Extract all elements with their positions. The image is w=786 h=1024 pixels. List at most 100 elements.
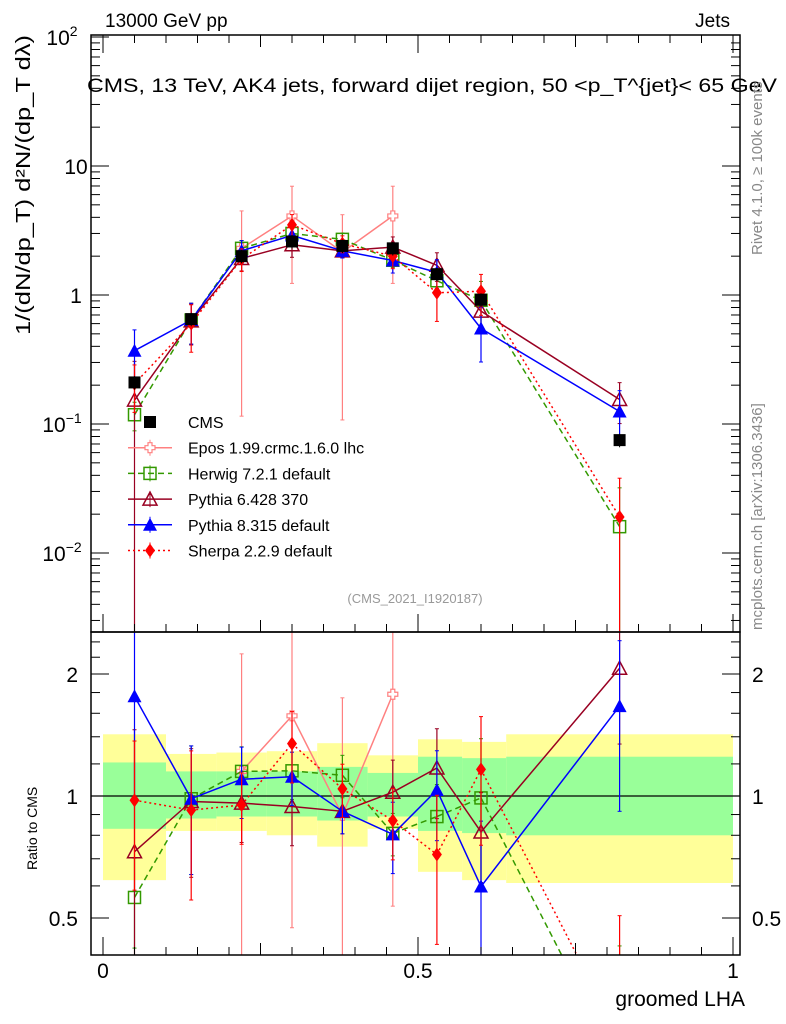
marker-filled-triangle xyxy=(474,321,488,335)
ratio-tick-label: 0.5 xyxy=(49,908,78,931)
marker-open-cross xyxy=(387,688,399,700)
series-line xyxy=(134,234,620,413)
ratio-tick-label: 2 xyxy=(752,664,764,687)
ratio-y-axis-label: Ratio to CMS xyxy=(24,787,40,870)
data-point-square xyxy=(185,313,198,326)
y-tick-label: 10−2 xyxy=(42,539,82,566)
legend-item: CMS xyxy=(144,415,224,432)
marker-filled-triangle xyxy=(612,404,627,418)
data-point-square xyxy=(430,268,443,281)
series-line xyxy=(133,695,621,888)
ratio-tick-label: 2 xyxy=(66,664,78,687)
x-tick-label: 1 xyxy=(727,960,739,983)
marker-filled-diamond xyxy=(337,781,348,796)
y-tick-label: 10−1 xyxy=(42,410,82,437)
x-tick-label: 0.5 xyxy=(403,960,432,983)
series-cms xyxy=(128,235,626,448)
data-point-square xyxy=(386,242,399,255)
data-point-square xyxy=(144,416,156,428)
series-line xyxy=(133,770,563,956)
ratio-tick-label: 0.5 xyxy=(752,908,781,931)
legend-label: Herwig 7.2.1 default xyxy=(188,466,331,483)
legend-item: Sherpa 2.2.9 default xyxy=(128,542,333,561)
legend-label: CMS xyxy=(188,415,224,432)
marker-filled-diamond xyxy=(287,736,297,751)
marker-filled-diamond xyxy=(145,543,155,558)
marker-filled-diamond xyxy=(387,813,398,828)
legend-item: Epos 1.99.crmc.1.6.0 lhc xyxy=(128,439,364,458)
marker-filled-diamond xyxy=(186,803,197,818)
series-line xyxy=(133,244,621,401)
series-line xyxy=(241,693,394,816)
x-axis-label: groomed LHA xyxy=(615,988,745,1011)
marker-filled-diamond xyxy=(476,762,486,777)
marker-filled-diamond xyxy=(431,285,442,300)
marker-filled-diamond xyxy=(431,847,442,862)
legend-label: Epos 1.99.crmc.1.6.0 lhc xyxy=(188,441,364,458)
marker-open-triangle xyxy=(283,797,301,814)
main-series-epos xyxy=(236,185,399,421)
ratio-panel-frame xyxy=(90,631,741,956)
legend-item: Pythia 6.428 370 xyxy=(128,490,308,509)
ratio-tick-label: 1 xyxy=(66,786,78,809)
marker-open-square xyxy=(143,466,157,481)
data-point-square xyxy=(475,293,487,306)
data-point-square xyxy=(613,434,626,447)
ratio-series-sherpa xyxy=(129,711,622,956)
y-tick-base: 10 xyxy=(42,414,65,437)
y-tick-base: 10 xyxy=(64,156,87,179)
marker-filled-diamond xyxy=(129,793,140,808)
marker-filled-triangle xyxy=(612,699,627,713)
main-series-pythia xyxy=(126,234,628,632)
marker-open-cross xyxy=(144,442,156,454)
series-line xyxy=(134,667,621,853)
marker-filled-triangle xyxy=(474,879,488,893)
series-line xyxy=(133,224,621,518)
y-tick-exponent: 2 xyxy=(70,23,78,39)
x-tick-label: 0 xyxy=(97,960,109,983)
data-point-square xyxy=(286,235,298,248)
marker-filled-diamond xyxy=(387,249,398,264)
y-tick-base: 1 xyxy=(70,285,82,308)
marker-filled-diamond xyxy=(614,510,625,525)
y-tick-label: 10 xyxy=(64,156,87,179)
series-line xyxy=(134,743,578,956)
rivet-version: Rivet 4.1.0, ≥ 100k events xyxy=(749,82,766,255)
legend-label: Pythia 8.315 default xyxy=(188,518,330,535)
data-point-square xyxy=(336,239,349,252)
y-tick-exponent: −1 xyxy=(66,410,82,426)
y-tick-label: 102 xyxy=(46,23,77,50)
marker-filled-triangle xyxy=(143,517,157,531)
legend-item: Herwig 7.2.1 default xyxy=(128,465,331,483)
marker-filled-triangle xyxy=(127,689,142,703)
main-panel-frame xyxy=(90,34,741,633)
legend-label: Pythia 6.428 370 xyxy=(188,492,308,509)
header-right: Jets xyxy=(695,11,730,32)
chart-title: CMS, 13 TeV, AK4 jets, forward dijet reg… xyxy=(87,76,777,97)
y-tick-exponent: −2 xyxy=(66,539,82,555)
marker-filled-diamond xyxy=(287,217,297,232)
y-axis-label: 1/(dN/dp_T) d²N/(dp_T dλ) xyxy=(13,35,35,335)
data-point-square xyxy=(128,376,141,389)
y-tick-base: 10 xyxy=(46,27,69,50)
main-series-pythia xyxy=(127,227,627,446)
marker-filled-triangle xyxy=(429,783,444,797)
y-tick-label: 1 xyxy=(70,285,82,308)
legend-label: Sherpa 2.2.9 default xyxy=(188,544,333,561)
legend-item: Pythia 8.315 default xyxy=(128,516,330,535)
marker-open-cross xyxy=(387,210,399,222)
mcplots-credit: mcplots.cern.ch [arXiv:1306.3436] xyxy=(749,403,766,630)
analysis-watermark: (CMS_2021_I1920187) xyxy=(347,591,482,606)
series-group xyxy=(126,185,628,956)
legend: CMS Epos 1.99.crmc.1.6.0 lhc Herwig 7.2.1 … xyxy=(128,415,364,561)
marker-filled-triangle xyxy=(127,343,142,357)
marker-filled-diamond xyxy=(236,798,247,813)
header-left: 13000 GeV pp xyxy=(105,11,228,32)
ratio-tick-label: 1 xyxy=(752,786,764,809)
y-tick-base: 10 xyxy=(42,543,65,566)
marker-open-triangle xyxy=(141,490,159,506)
data-point-square xyxy=(235,250,248,263)
